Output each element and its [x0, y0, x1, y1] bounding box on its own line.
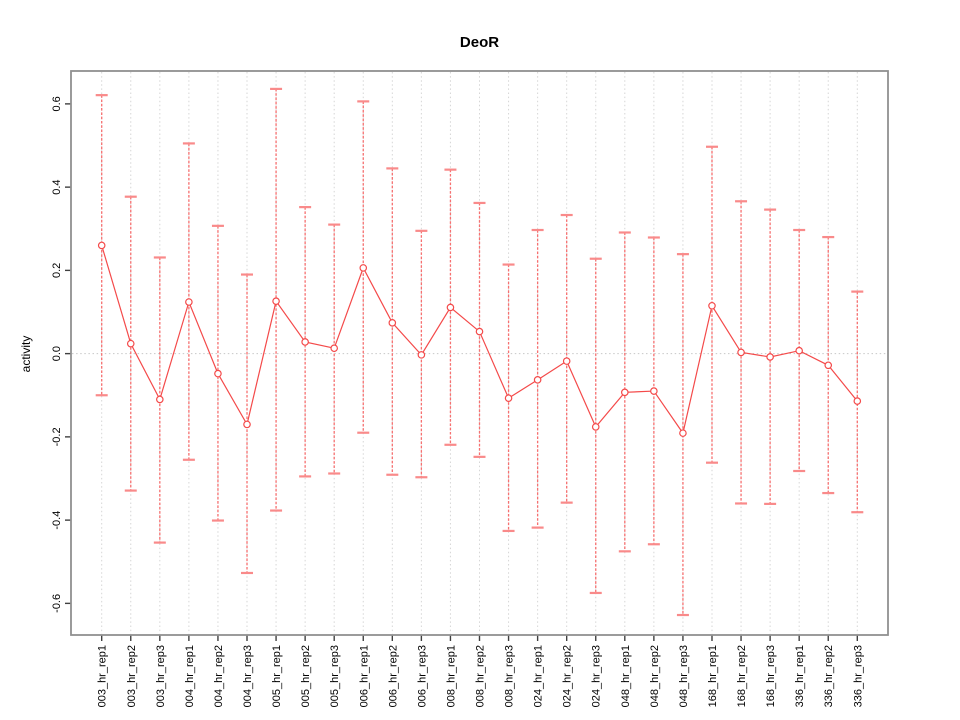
data-point: [679, 429, 687, 437]
y-tick-label: 0.6: [51, 96, 63, 111]
x-tick-label: 168_hr_rep2: [736, 645, 748, 707]
data-point: [533, 376, 542, 384]
chart-title: DeoR: [459, 34, 500, 51]
x-tick-label: 024_hr_rep1: [533, 645, 545, 707]
x-tick-label: 008_hr_rep1: [445, 645, 457, 707]
data-point: [853, 397, 862, 405]
y-tick-label: 0.4: [51, 179, 63, 194]
data-point: [156, 395, 164, 404]
data-point: [214, 369, 222, 378]
data-point: [795, 346, 803, 355]
x-tick-label: 006_hr_rep3: [416, 645, 428, 707]
data-point: [446, 303, 455, 312]
data-point: [417, 351, 426, 359]
data-point: [591, 423, 600, 431]
y-tick-label: -0.2: [51, 427, 63, 446]
x-tick-label: 048_hr_rep2: [649, 645, 661, 707]
x-tick-label: 004_hr_rep1: [184, 645, 196, 707]
data-point: [650, 387, 658, 395]
x-tick-label: 006_hr_rep1: [358, 645, 370, 707]
x-tick-label: 005_hr_rep2: [300, 645, 312, 707]
data-point: [185, 298, 193, 306]
x-tick-label: 003_hr_rep2: [126, 645, 138, 707]
data-point: [504, 394, 513, 402]
data-point: [621, 388, 629, 397]
data-point: [737, 348, 745, 357]
x-tick-label: 005_hr_rep1: [271, 645, 283, 707]
y-tick-label: -0.4: [51, 511, 63, 530]
data-point: [824, 361, 833, 370]
x-tick-label: 336_hr_rep1: [794, 645, 806, 707]
data-point: [562, 357, 571, 365]
x-tick-label: 008_hr_rep2: [475, 645, 487, 707]
data-point: [330, 344, 338, 353]
x-tick-label: 024_hr_rep2: [562, 645, 574, 707]
data-point: [272, 297, 280, 305]
x-tick-label: 048_hr_rep3: [678, 645, 690, 707]
data-point: [766, 353, 774, 361]
y-tick-label: 0.2: [51, 263, 63, 278]
x-tick-label: 005_hr_rep3: [329, 645, 341, 707]
y-tick-label: -0.6: [51, 594, 63, 613]
x-tick-label: 004_hr_rep3: [242, 645, 254, 707]
x-tick-label: 008_hr_rep3: [504, 645, 516, 707]
x-tick-label: 336_hr_rep2: [823, 645, 835, 707]
x-tick-label: 004_hr_rep2: [213, 645, 225, 707]
x-tick-label: 168_hr_rep3: [765, 645, 777, 707]
x-tick-label: 003_hr_rep3: [155, 645, 167, 707]
x-tick-label: 336_hr_rep3: [852, 645, 864, 707]
data-point: [97, 241, 106, 250]
x-tick-label: 024_hr_rep3: [591, 645, 603, 707]
y-tick-label: 0.0: [51, 346, 63, 361]
x-tick-label: 048_hr_rep1: [620, 645, 632, 707]
x-tick-label: 168_hr_rep1: [707, 645, 719, 707]
data-point: [388, 319, 397, 327]
data-point: [126, 339, 135, 348]
plot-border: [70, 70, 889, 636]
data-point: [359, 264, 368, 272]
data-point: [475, 327, 484, 336]
data-point: [708, 301, 716, 310]
x-tick-label: 003_hr_rep1: [97, 645, 109, 707]
data-point: [243, 420, 251, 429]
x-tick-label: 006_hr_rep2: [387, 645, 399, 707]
data-point: [301, 338, 309, 346]
